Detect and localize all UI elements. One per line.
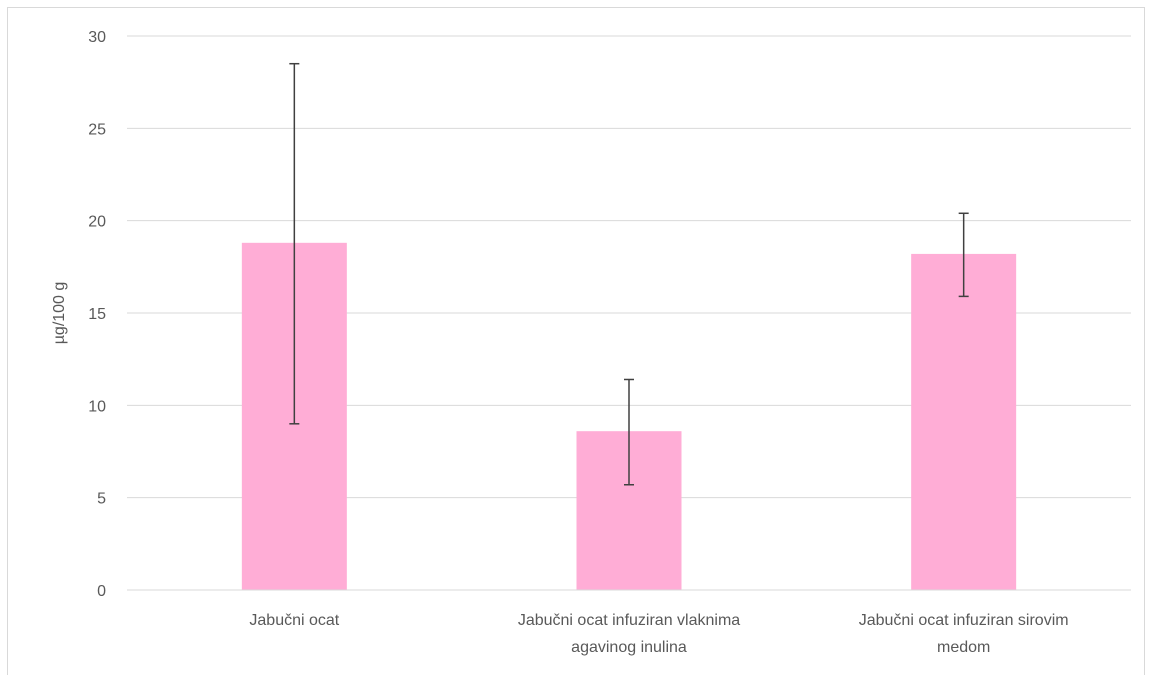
y-tick-label: 15 <box>88 306 106 323</box>
y-tick-label: 10 <box>88 398 106 415</box>
error-bar <box>958 212 969 298</box>
y-tick-label: 30 <box>88 29 106 46</box>
bar <box>911 253 1017 590</box>
y-axis-title: µg/100 g <box>51 282 68 345</box>
x-axis-categories: Jabučni ocat Jabučni ocat infuziran vlakn… <box>249 612 1068 656</box>
y-axis-ticks: 0 5 10 15 20 25 30 <box>88 29 106 600</box>
x-category-label: Jabučni ocat infuziran sirovim medom <box>859 612 1069 656</box>
error-bars <box>289 62 969 486</box>
error-bar <box>289 62 300 425</box>
y-tick-label: 20 <box>88 214 106 231</box>
y-tick-label: 0 <box>97 583 106 600</box>
y-tick-label: 25 <box>88 121 106 138</box>
x-category-label: Jabučni ocat infuziran vlaknima agavinog … <box>518 612 740 656</box>
error-bar <box>624 378 634 486</box>
y-tick-label: 5 <box>97 491 106 508</box>
x-category-label: Jabučni ocat <box>249 612 339 629</box>
